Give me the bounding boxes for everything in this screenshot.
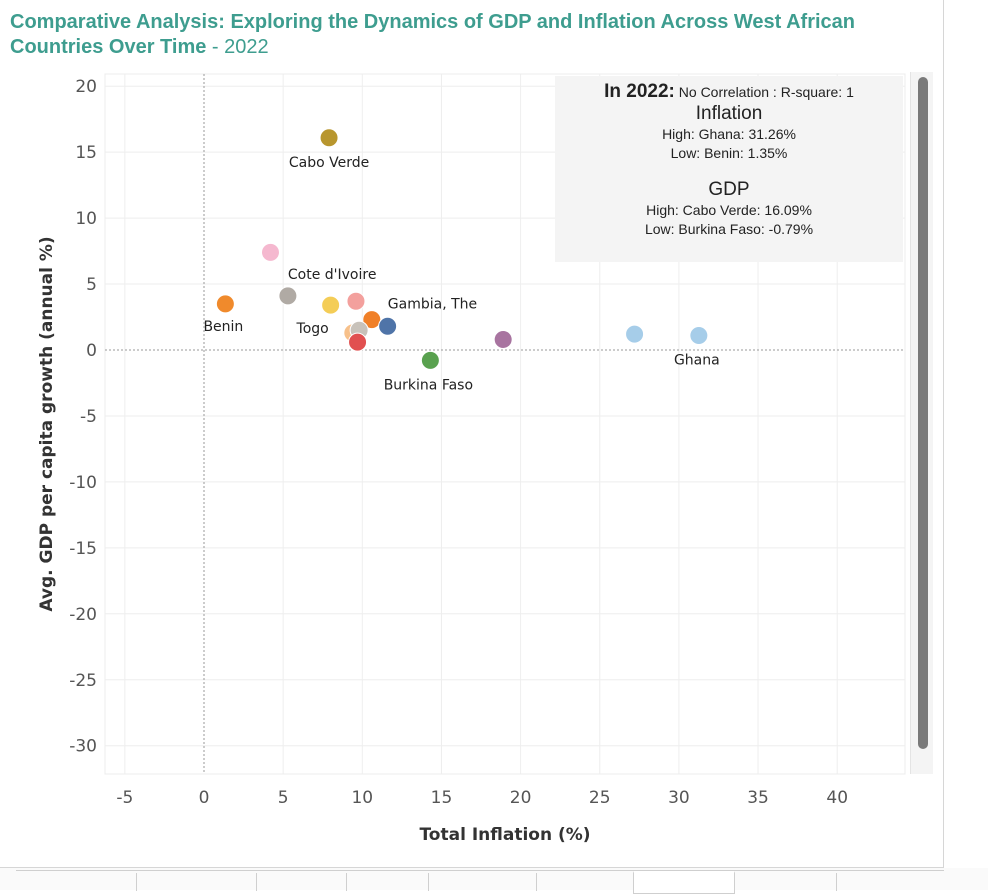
summary-info-box: In 2022: No Correlation : R-square: 1 In… [555,76,903,262]
data-point-label: Cote d'Ivoire [288,267,377,283]
y-tick-label: -10 [69,473,97,493]
y-tick-label: 5 [86,275,97,295]
info-gdp-title: GDP [708,179,750,200]
tab-separator [536,873,537,891]
x-tick-label: 20 [510,788,532,808]
info-header-detail: No Correlation : R-square: 1 [678,84,854,100]
scrollbar-thumb[interactable] [918,77,928,749]
x-tick-label: 5 [278,788,289,808]
y-tick-label: -25 [69,671,97,691]
y-tick-label: -30 [69,737,97,757]
info-inflation-low: Low: Benin: 1.35% [670,145,788,161]
x-tick-label: 35 [747,788,769,808]
data-point [321,295,341,315]
data-point-label: Togo [296,321,329,337]
chart-title-main: Comparative Analysis: Exploring the Dyna… [10,11,856,58]
data-point-label: Gambia, The [388,297,477,313]
tab-separator [136,873,137,891]
info-inflation-high: High: Ghana: 31.26% [662,126,796,142]
data-point [319,128,339,148]
x-tick-label: 25 [589,788,611,808]
info-header-year: In 2022: [604,81,675,102]
x-tick-label: -5 [116,788,133,808]
data-point-label: Burkina Faso [384,377,473,393]
tab-separator [346,873,347,891]
x-tick-label: 10 [351,788,373,808]
sheet-tab-active[interactable] [633,871,735,894]
y-axis-title: Avg. GDP per capita growth (annual %) [37,236,57,611]
y-tick-label: 0 [86,341,97,361]
info-gdp-low: Low: Burkina Faso: -0.79% [644,221,814,237]
data-point-label: Ghana [674,352,720,368]
x-tick-label: 30 [668,788,690,808]
y-tick-label: -15 [69,539,97,559]
y-tick-label: -20 [69,605,97,625]
y-tick-label: 15 [75,143,97,163]
y-tick-label: 20 [75,77,97,97]
bottom-strip [0,868,988,890]
data-point [215,294,235,314]
data-point [689,325,709,345]
data-point [378,316,398,336]
data-point [346,291,366,311]
y-tick-label: -5 [80,407,97,427]
tab-separator [256,873,257,891]
x-tick-label: 0 [199,788,210,808]
info-inflation-title: Inflation [695,103,763,124]
x-tick-label: 40 [826,788,848,808]
data-point [278,286,298,306]
data-point [348,332,368,352]
data-point [420,350,440,370]
vertical-scrollbar[interactable] [910,72,933,774]
data-point [493,329,513,349]
data-point-label: Cabo Verde [289,155,369,171]
tab-separator [836,873,837,891]
data-point-label: Benin [203,319,243,335]
chart-title-year: - 2022 [206,36,269,58]
tab-separator [428,873,429,891]
x-axis-title: Total Inflation (%) [419,825,590,845]
sheet-tab-bar [16,870,944,894]
chart-title: Comparative Analysis: Exploring the Dyna… [10,10,930,60]
info-header: In 2022: No Correlation : R-square: 1 [555,81,903,103]
y-tick-label: 10 [75,209,97,229]
info-gdp-high: High: Cabo Verde: 16.09% [646,202,812,218]
data-point [625,324,645,344]
x-tick-label: 15 [431,788,453,808]
data-point [260,242,280,262]
